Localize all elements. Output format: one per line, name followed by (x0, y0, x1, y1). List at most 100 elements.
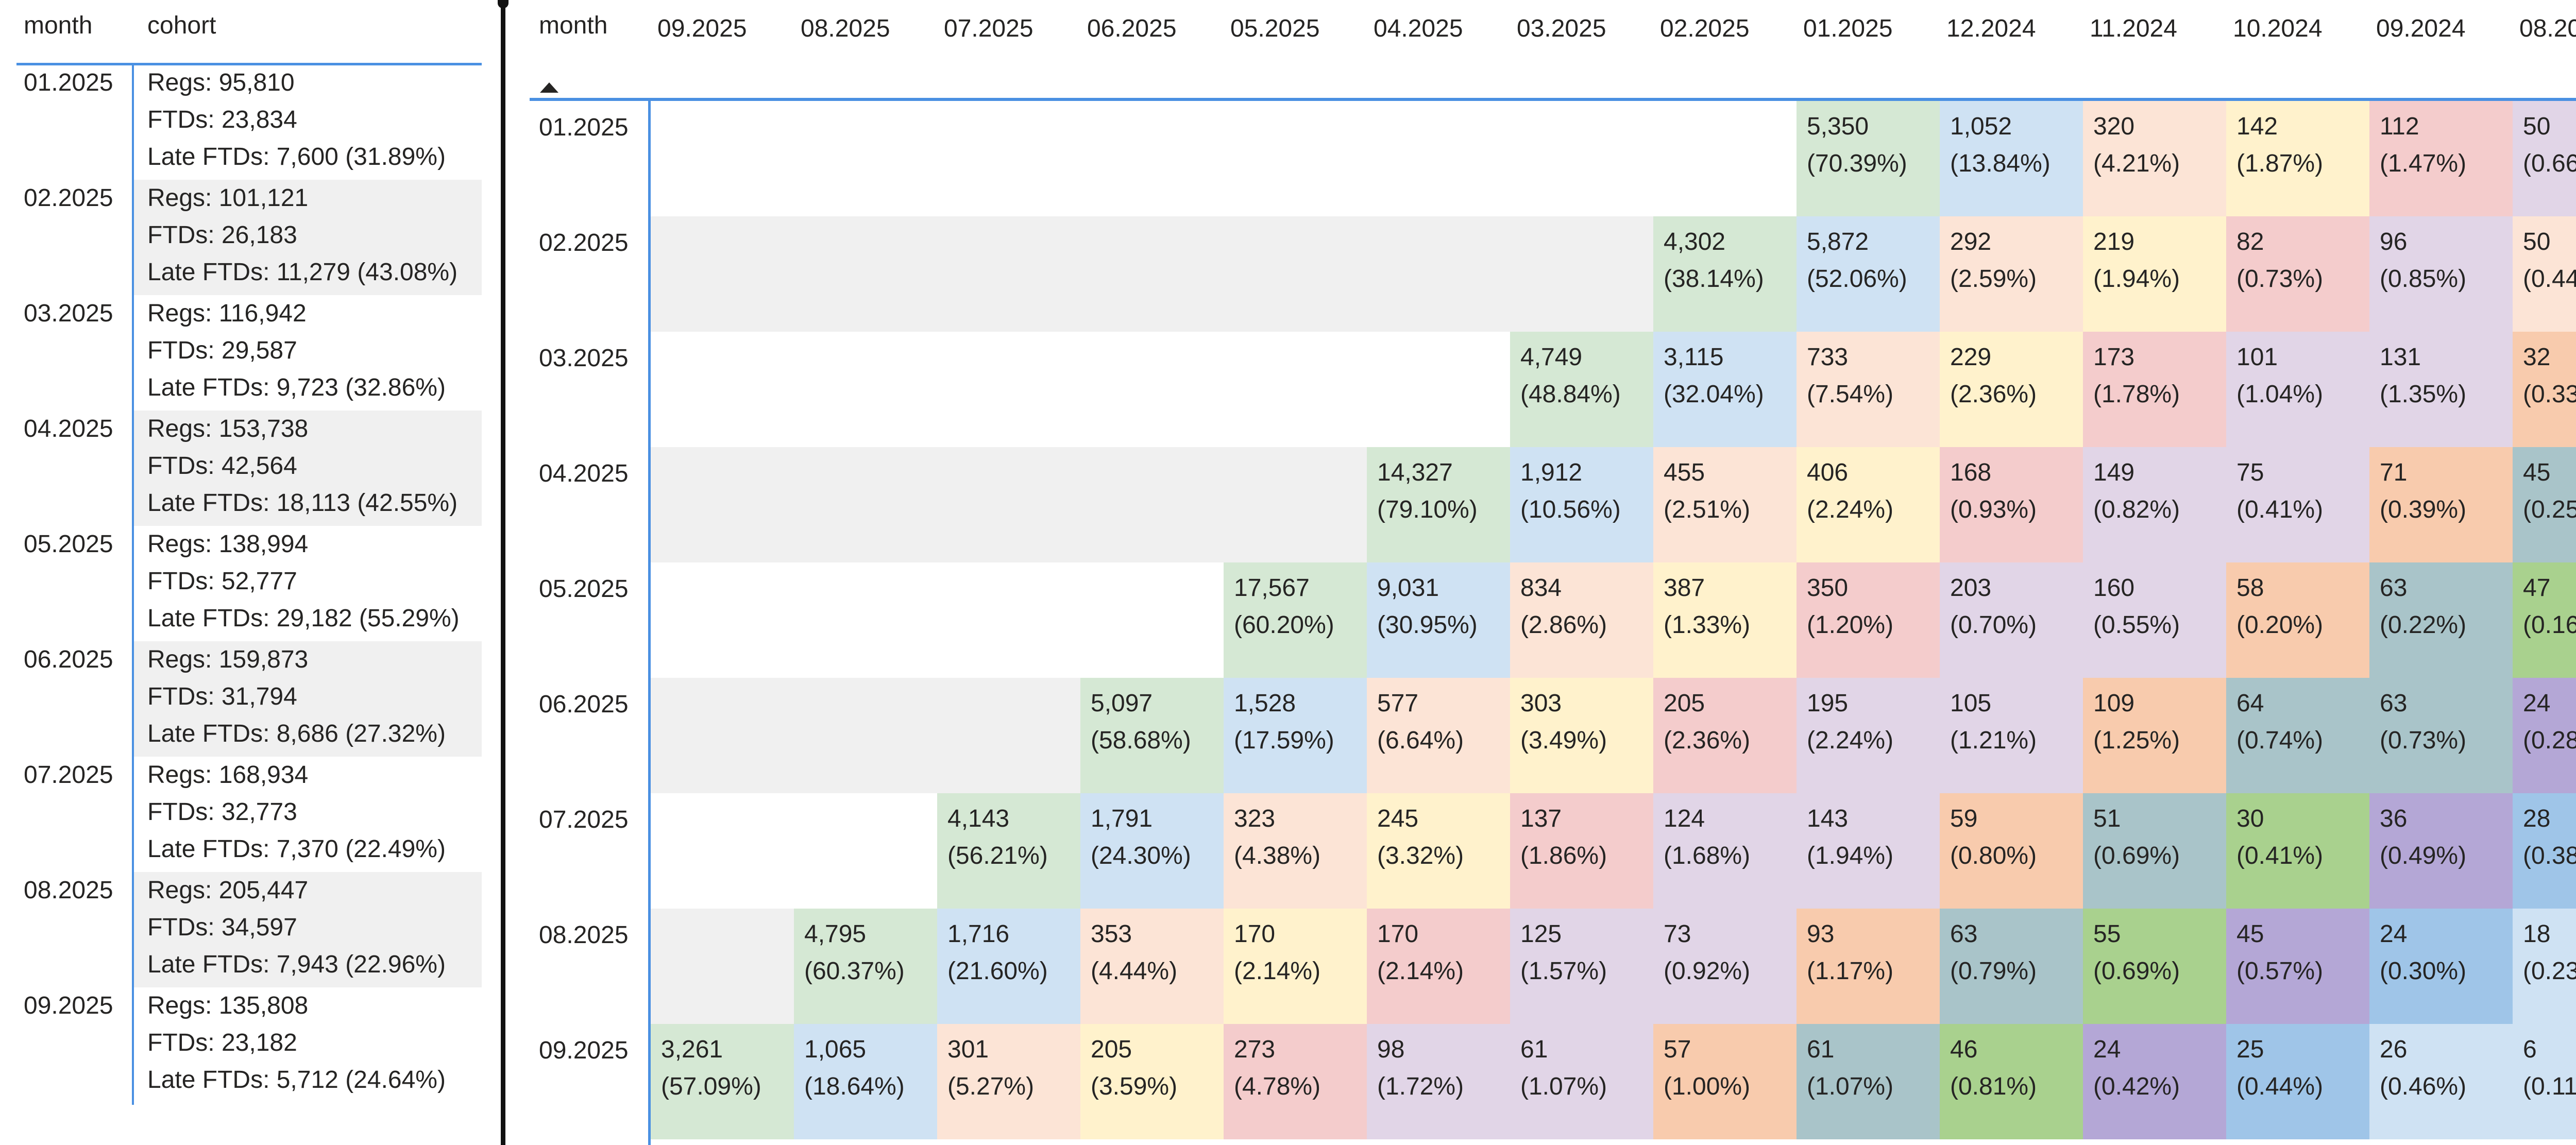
matrix-cell[interactable]: 733 (7.54%) (1797, 332, 1940, 447)
matrix-cell[interactable]: 96 (0.85%) (2369, 216, 2513, 332)
matrix-cell[interactable]: 3,261 (57.09%) (651, 1024, 794, 1139)
matrix-cell[interactable]: 63 (0.73%) (2369, 678, 2513, 793)
matrix-cell[interactable]: 320 (4.21%) (2083, 101, 2226, 216)
matrix-cell[interactable]: 5,350 (70.39%) (1797, 101, 1940, 216)
matrix-cell[interactable]: 143 (1.94%) (1797, 793, 1940, 909)
cohort-row[interactable]: 07.2025 Regs: 168,934 FTDs: 32,773 Late FTD… (0, 757, 482, 872)
column-header-period[interactable]: 06.2025 (1087, 15, 1177, 42)
matrix-cell[interactable]: 137 (1.86%) (1510, 793, 1653, 909)
column-header-month[interactable]: month (24, 12, 93, 39)
sort-ascending-icon[interactable] (540, 82, 558, 93)
matrix-cell[interactable]: 577 (6.64%) (1367, 678, 1510, 793)
matrix-cell[interactable]: 1,791 (24.30%) (1080, 793, 1224, 909)
column-header-period[interactable]: 01.2025 (1803, 15, 1893, 42)
matrix-cell[interactable]: 93 (1.17%) (1797, 909, 1940, 1024)
column-header-period[interactable]: 10.2024 (2233, 15, 2323, 42)
matrix-cell[interactable]: 98 (1.72%) (1367, 1024, 1510, 1139)
matrix-cell[interactable]: 4,795 (60.37%) (794, 909, 937, 1024)
cohort-row[interactable]: 01.2025 Regs: 95,810 FTDs: 23,834 Late FTDs… (0, 64, 482, 180)
matrix-cell[interactable]: 28 (0.38%) (2513, 793, 2576, 909)
cohort-row[interactable]: 09.2025 Regs: 135,808 FTDs: 23,182 Late FTD… (0, 987, 482, 1103)
matrix-cell[interactable]: 63 (0.79%) (1940, 909, 2083, 1024)
matrix-cell[interactable]: 219 (1.94%) (2083, 216, 2226, 332)
matrix-cell[interactable]: 229 (2.36%) (1940, 332, 2083, 447)
matrix-cell[interactable]: 149 (0.82%) (2083, 447, 2226, 562)
matrix-cell[interactable]: 1,052 (13.84%) (1940, 101, 2083, 216)
column-header-period[interactable]: 04.2025 (1374, 15, 1463, 42)
matrix-cell[interactable]: 125 (1.57%) (1510, 909, 1653, 1024)
matrix-cell[interactable]: 350 (1.20%) (1797, 562, 1940, 678)
matrix-cell[interactable]: 455 (2.51%) (1653, 447, 1797, 562)
matrix-cell[interactable]: 292 (2.59%) (1940, 216, 2083, 332)
matrix-cell[interactable]: 173 (1.78%) (2083, 332, 2226, 447)
column-header-period[interactable]: 11.2024 (2090, 15, 2177, 42)
matrix-cell[interactable]: 1,716 (21.60%) (937, 909, 1080, 1024)
matrix-cell[interactable]: 4,302 (38.14%) (1653, 216, 1797, 332)
matrix-cell[interactable]: 4,749 (48.84%) (1510, 332, 1653, 447)
column-header-period[interactable]: 08.2024 (2519, 15, 2576, 42)
column-header-period[interactable]: 09.2024 (2376, 15, 2466, 42)
matrix-cell[interactable]: 124 (1.68%) (1653, 793, 1797, 909)
matrix-cell[interactable]: 1,912 (10.56%) (1510, 447, 1653, 562)
column-header-month[interactable]: month (539, 12, 608, 39)
matrix-cell[interactable]: 50 (0.66%) (2513, 101, 2576, 216)
matrix-cell[interactable]: 101 (1.04%) (2226, 332, 2369, 447)
matrix-cell[interactable]: 303 (3.49%) (1510, 678, 1653, 793)
matrix-cell[interactable]: 203 (0.70%) (1940, 562, 2083, 678)
matrix-cell[interactable]: 24 (0.42%) (2083, 1024, 2226, 1139)
matrix-cell[interactable]: 105 (1.21%) (1940, 678, 2083, 793)
matrix-cell[interactable]: 58 (0.20%) (2226, 562, 2369, 678)
matrix-cell[interactable]: 245 (3.32%) (1367, 793, 1510, 909)
column-header-period[interactable]: 12.2024 (1946, 15, 2036, 42)
matrix-cell[interactable]: 47 (0.16%) (2513, 562, 2576, 678)
matrix-cell[interactable]: 834 (2.86%) (1510, 562, 1653, 678)
matrix-cell[interactable]: 25 (0.44%) (2226, 1024, 2369, 1139)
matrix-cell[interactable]: 73 (0.92%) (1653, 909, 1797, 1024)
matrix-cell[interactable]: 387 (1.33%) (1653, 562, 1797, 678)
matrix-cell[interactable]: 170 (2.14%) (1224, 909, 1367, 1024)
matrix-cell[interactable]: 353 (4.44%) (1080, 909, 1224, 1024)
column-header-period[interactable]: 07.2025 (944, 15, 1033, 42)
cohort-row[interactable]: 03.2025 Regs: 116,942 FTDs: 29,587 Late FTD… (0, 295, 482, 411)
matrix-cell[interactable]: 45 (0.25%) (2513, 447, 2576, 562)
matrix-cell[interactable]: 9,031 (30.95%) (1367, 562, 1510, 678)
cohort-row[interactable]: 02.2025 Regs: 101,121 FTDs: 26,183 Late FTD… (0, 180, 482, 295)
matrix-cell[interactable]: 51 (0.69%) (2083, 793, 2226, 909)
cohort-row[interactable]: 06.2025 Regs: 159,873 FTDs: 31,794 Late FTD… (0, 641, 482, 757)
matrix-cell[interactable]: 57 (1.00%) (1653, 1024, 1797, 1139)
matrix-cell[interactable]: 301 (5.27%) (937, 1024, 1080, 1139)
column-header-period[interactable]: 02.2025 (1660, 15, 1750, 42)
matrix-cell[interactable]: 18 (0.23%) (2513, 909, 2576, 1024)
column-header-period[interactable]: 05.2025 (1230, 15, 1320, 42)
matrix-cell[interactable]: 36 (0.49%) (2369, 793, 2513, 909)
matrix-cell[interactable]: 160 (0.55%) (2083, 562, 2226, 678)
matrix-cell[interactable]: 1,528 (17.59%) (1224, 678, 1367, 793)
matrix-cell[interactable]: 195 (2.24%) (1797, 678, 1940, 793)
matrix-cell[interactable]: 205 (3.59%) (1080, 1024, 1224, 1139)
matrix-cell[interactable]: 24 (0.30%) (2369, 909, 2513, 1024)
cohort-row[interactable]: 08.2025 Regs: 205,447 FTDs: 34,597 Late FTD… (0, 872, 482, 987)
matrix-cell[interactable]: 17,567 (60.20%) (1224, 562, 1367, 678)
matrix-cell[interactable]: 109 (1.25%) (2083, 678, 2226, 793)
matrix-cell[interactable]: 75 (0.41%) (2226, 447, 2369, 562)
cohort-row[interactable]: 05.2025 Regs: 138,994 FTDs: 52,777 Late FTD… (0, 526, 482, 641)
column-header-cohort[interactable]: cohort (147, 12, 216, 39)
matrix-cell[interactable]: 3,115 (32.04%) (1653, 332, 1797, 447)
matrix-cell[interactable]: 26 (0.46%) (2369, 1024, 2513, 1139)
matrix-cell[interactable]: 112 (1.47%) (2369, 101, 2513, 216)
matrix-cell[interactable]: 1,065 (18.64%) (794, 1024, 937, 1139)
matrix-cell[interactable]: 168 (0.93%) (1940, 447, 2083, 562)
matrix-cell[interactable]: 82 (0.73%) (2226, 216, 2369, 332)
matrix-cell[interactable]: 5,097 (58.68%) (1080, 678, 1224, 793)
matrix-cell[interactable]: 142 (1.87%) (2226, 101, 2369, 216)
matrix-cell[interactable]: 64 (0.74%) (2226, 678, 2369, 793)
matrix-cell[interactable]: 45 (0.57%) (2226, 909, 2369, 1024)
matrix-cell[interactable]: 131 (1.35%) (2369, 332, 2513, 447)
matrix-cell[interactable]: 46 (0.81%) (1940, 1024, 2083, 1139)
cohort-row[interactable]: 04.2025 Regs: 153,738 FTDs: 42,564 Late FTD… (0, 411, 482, 526)
matrix-cell[interactable]: 14,327 (79.10%) (1367, 447, 1510, 562)
matrix-cell[interactable]: 71 (0.39%) (2369, 447, 2513, 562)
matrix-cell[interactable]: 273 (4.78%) (1224, 1024, 1367, 1139)
matrix-cell[interactable]: 59 (0.80%) (1940, 793, 2083, 909)
matrix-cell[interactable]: 50 (0.44%) (2513, 216, 2576, 332)
